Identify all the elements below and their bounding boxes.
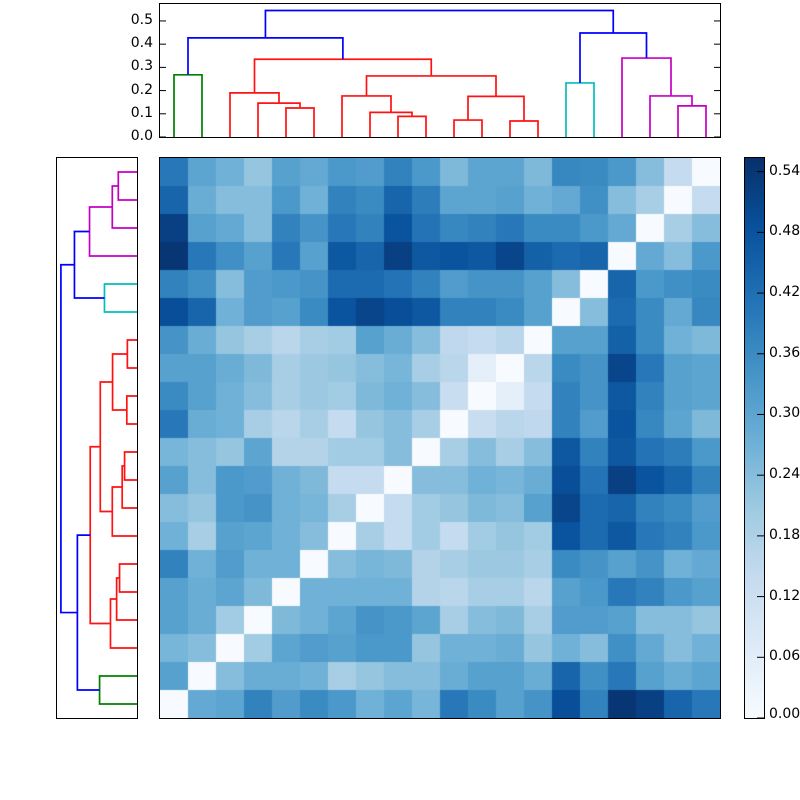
- dendrogram-link: [103, 283, 137, 313]
- top-axis-tick-label: 0.5: [130, 11, 153, 28]
- dendrogram-link: [677, 105, 707, 137]
- dendrogram-link: [125, 395, 137, 425]
- dendrogram-link: [99, 381, 113, 513]
- dendrogram-link: [467, 95, 525, 121]
- heatmap-canvas: [160, 158, 720, 718]
- colorbar-panel: [744, 157, 765, 719]
- colorbar-tick-label: 0.36: [769, 344, 800, 361]
- colorbar-gradient: [745, 158, 764, 718]
- colorbar-tick-label: 0.48: [769, 223, 800, 240]
- dendrogram-link: [98, 675, 137, 705]
- dendrogram-link: [111, 353, 128, 411]
- dendrogram-link: [264, 9, 615, 38]
- top-axis-tick-label: 0.2: [130, 81, 153, 98]
- colorbar-tick-label: 0.54: [769, 162, 800, 179]
- dendrogram-link: [123, 451, 137, 481]
- dendrogram-link: [187, 37, 344, 75]
- dendrogram-link: [111, 486, 137, 537]
- dendrogram-link: [341, 95, 392, 137]
- colorbar-tick-label: 0.12: [769, 587, 800, 604]
- colorbar-ticks: [757, 171, 764, 719]
- colorbar-tick-label: 0.18: [769, 526, 800, 543]
- top-dendrogram-plot: [160, 9, 720, 138]
- top-axis-tick-label: 0.4: [130, 35, 153, 52]
- dendrogram-link: [621, 57, 672, 137]
- colorbar-tick-label: 0.06: [769, 648, 800, 665]
- colorbar-tick-label: 0.42: [769, 284, 800, 301]
- dendrogram-link: [118, 563, 137, 593]
- dendrogram-link: [565, 82, 595, 137]
- top-axis-tick-label: 0.3: [130, 58, 153, 75]
- left-dendrogram-plot: [60, 171, 137, 705]
- top-axis-tick-label: 0.0: [130, 128, 153, 144]
- dendrogram-link: [397, 115, 427, 137]
- dendrogram-link: [126, 339, 137, 369]
- colorbar-tick-label: 0.30: [769, 405, 800, 422]
- dendrogram-link: [649, 95, 693, 137]
- top-axis-tick-label: 0.1: [130, 104, 153, 121]
- dendrogram-link: [117, 171, 137, 201]
- colorbar-tick-label: 0.00: [769, 706, 800, 722]
- dendrogram-link: [60, 263, 78, 614]
- dendrogram-link: [109, 598, 137, 649]
- top-dendrogram-panel: [159, 3, 721, 138]
- dendrogram-link: [76, 534, 100, 691]
- left-dendrogram-panel: [56, 157, 138, 719]
- dendrogram-link: [579, 32, 648, 83]
- dendrogram-link: [173, 73, 203, 137]
- colorbar-tick-label: 0.24: [769, 466, 800, 483]
- dendrogram-link: [453, 119, 483, 137]
- dendrogram-link: [285, 107, 315, 137]
- dendrogram-link: [365, 75, 497, 97]
- heatmap-panel: [159, 157, 721, 719]
- dendrogram-link: [88, 206, 137, 257]
- dendrogram-link: [509, 120, 539, 137]
- dendrogram-link: [111, 185, 137, 229]
- dendrogram-link: [229, 92, 280, 137]
